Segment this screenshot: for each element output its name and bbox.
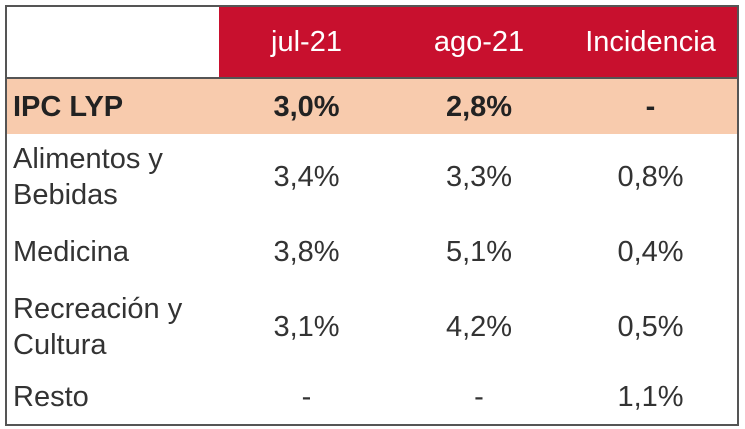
cell: - <box>564 77 738 134</box>
cell: 0,8% <box>617 160 684 193</box>
cell: 2,8% <box>394 77 564 134</box>
row-label: Medicina <box>13 235 130 268</box>
row-label: IPC LYP <box>6 77 219 134</box>
cell: - <box>474 380 484 413</box>
row: Resto - - 1,1% <box>6 369 738 425</box>
column-header: jul-21 <box>219 6 394 78</box>
cell: 0,5% <box>617 310 684 343</box>
row-label: Alimentos y Bebidas <box>13 142 163 211</box>
cell: - <box>301 380 312 413</box>
column-header: ago-21 <box>394 6 564 78</box>
header-row: jul-21 ago-21 Incidencia <box>6 6 738 78</box>
ipc-table: jul-21 ago-21 Incidencia IPC LYP 3,0% 2,… <box>5 5 739 426</box>
cell: 4,2% <box>445 310 513 343</box>
cell: 3,1% <box>273 310 340 343</box>
blank-header <box>6 6 219 78</box>
row: Alimentos y Bebidas 3,4% 3,3% 0,8% <box>6 134 738 219</box>
row: IPC LYP 3,0% 2,8% - <box>6 77 738 134</box>
column-header: Incidencia <box>564 6 738 78</box>
cell: 5,1% <box>445 235 513 268</box>
cell: 3,3% <box>445 160 513 193</box>
cell: 3,8% <box>273 235 340 268</box>
row: Recreación y Cultura 3,1% 4,2% 0,5% <box>6 284 738 369</box>
row-label: Resto <box>13 380 89 413</box>
cell: 3,0% <box>219 77 394 134</box>
cell: 3,4% <box>273 160 340 193</box>
cell: 1,1% <box>617 380 684 413</box>
row: Medicina 3,8% 5,1% 0,4% <box>6 219 738 284</box>
cell: 0,4% <box>617 235 684 268</box>
row-label: Recreación y Cultura <box>13 292 183 361</box>
